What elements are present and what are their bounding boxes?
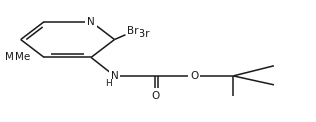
Text: Me: Me	[5, 52, 21, 62]
Text: Me: Me	[15, 52, 30, 62]
Text: N: N	[87, 17, 95, 27]
Text: Br: Br	[127, 26, 138, 36]
Text: H: H	[105, 79, 112, 88]
Text: O: O	[190, 71, 198, 81]
Text: O: O	[151, 91, 159, 101]
Text: Br: Br	[138, 29, 149, 39]
Text: N: N	[111, 71, 118, 81]
